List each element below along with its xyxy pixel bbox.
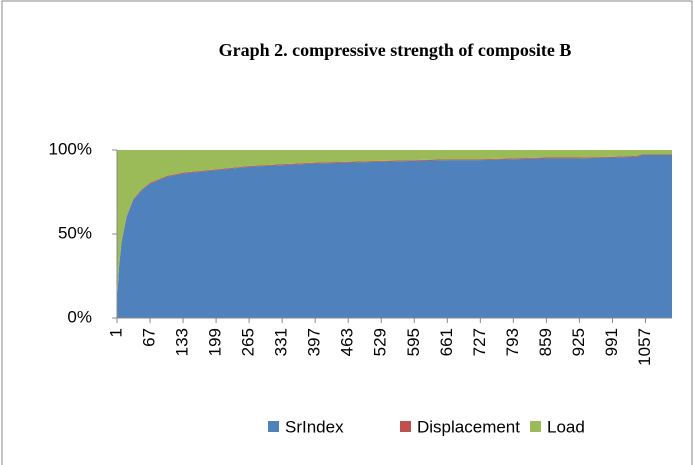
x-tick-label: 529 <box>371 328 390 356</box>
x-tick-label: 397 <box>305 328 324 356</box>
y-tick-label: 0% <box>67 307 92 326</box>
chart-title: Graph 2. compressive strength of composi… <box>219 40 572 60</box>
x-tick-label: 595 <box>404 328 423 356</box>
legend-label: Displacement <box>417 417 520 436</box>
legend-label: Load <box>547 417 585 436</box>
x-tick-label: 859 <box>536 328 555 356</box>
x-tick-label: 265 <box>239 328 258 356</box>
legend-swatch <box>400 421 411 432</box>
x-tick-label: 331 <box>272 328 291 356</box>
x-tick-label: 727 <box>470 328 489 356</box>
x-tick-label: 1 <box>106 328 125 337</box>
x-tick-label: 991 <box>602 328 621 356</box>
x-tick-label: 661 <box>437 328 456 356</box>
x-tick-label: 1057 <box>635 328 654 366</box>
legend-swatch <box>268 421 279 432</box>
area <box>117 155 672 318</box>
x-tick-label: 133 <box>173 328 192 356</box>
legend-label: SrIndex <box>285 417 344 436</box>
y-tick-label: 100% <box>49 139 92 158</box>
x-tick-label: 925 <box>569 328 588 356</box>
x-tick-label: 67 <box>140 328 159 347</box>
area <box>117 150 672 301</box>
x-tick-label: 793 <box>503 328 522 356</box>
y-tick-label: 50% <box>58 223 92 242</box>
legend-swatch <box>530 421 541 432</box>
x-tick-label: 199 <box>206 328 225 356</box>
x-tick-label: 463 <box>338 328 357 356</box>
